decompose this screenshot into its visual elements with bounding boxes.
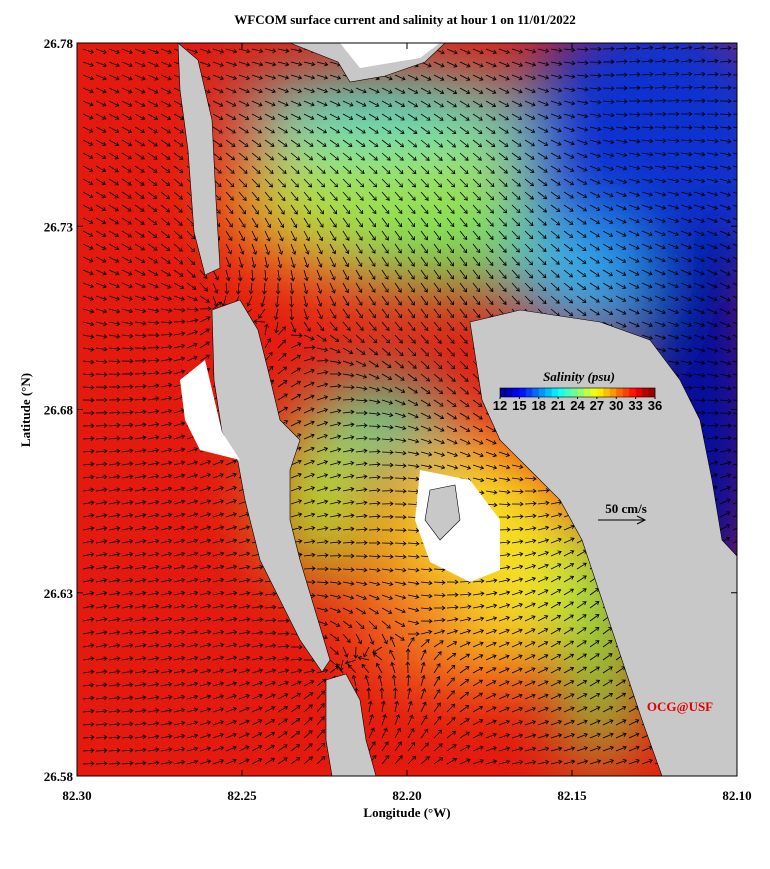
y-tick-label: 26.68 [44,403,74,418]
colorbar-tick-label: 36 [648,398,662,413]
y-tick-label: 26.73 [44,219,74,234]
y-tick-label: 26.63 [44,586,74,601]
colorbar-cell [583,388,591,397]
colorbar-cell [525,388,533,397]
scale-label: 50 cm/s [605,501,647,516]
colorbar: 12 15 18 21 24 27 30 33 36 [493,387,662,413]
y-tick-label: 26.58 [44,769,74,784]
colorbar-title: Salinity (psu) [543,369,615,384]
x-tick-label: 82.10 [722,788,751,803]
map-title: WFCOM surface current and salinity at ho… [234,12,576,27]
colorbar-tick-label: 15 [512,398,526,413]
colorbar-cell [564,388,572,397]
colorbar-cell [622,388,630,397]
colorbar-cell [648,388,656,397]
plot-area [77,43,737,776]
colorbar-tick-label: 24 [570,398,585,413]
colorbar-cell [603,388,611,397]
colorbar-tick-label: 18 [532,398,546,413]
x-tick-label: 82.15 [557,788,587,803]
x-axis-label: Longitude (°W) [363,805,450,820]
colorbar-cell [545,388,552,397]
x-tick-label: 82.20 [392,788,421,803]
y-axis-label: Latitude (°N) [18,373,33,447]
colorbar-cell [500,388,507,397]
colorbar-tick-label: 30 [609,398,623,413]
colorbar-cell [577,388,585,397]
colorbar-cell [532,388,540,397]
colorbar-tick-label: 21 [551,398,565,413]
colorbar-cell [635,388,643,397]
colorbar-cell [629,388,636,397]
colorbar-tick-label: 27 [590,398,604,413]
colorbar-cell [609,388,617,397]
colorbar-cell [571,388,578,397]
current-vectors [82,45,737,766]
colorbar-cell [538,388,546,397]
colorbar-cell [642,388,649,397]
scale-arrowhead [636,515,647,525]
colorbar-cell [590,388,598,397]
x-tick-label: 82.25 [227,788,257,803]
colorbar-cell [616,388,624,397]
credit: OCG@USF [647,699,713,714]
colorbar-cell [506,388,514,397]
x-tick-label: 82.30 [62,788,91,803]
colorbar-cell [519,388,527,397]
tidal-flats [180,43,500,582]
colorbar-cell [512,388,520,397]
colorbar-tick-label: 33 [628,398,642,413]
colorbar-cell [596,388,604,397]
colorbar-cell [551,388,559,397]
colorbar-cell [558,388,565,397]
colorbar-tick-label: 12 [493,398,507,413]
y-tick-label: 26.78 [44,36,74,51]
